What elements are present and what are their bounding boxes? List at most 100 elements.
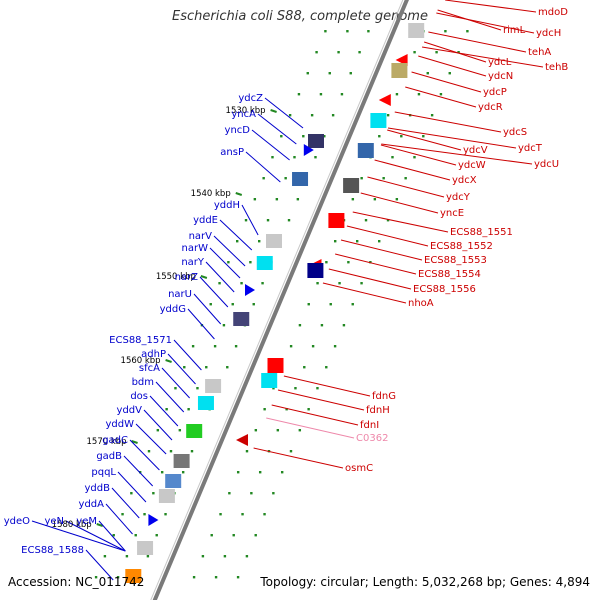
tick-dot bbox=[275, 198, 279, 201]
leader-line-forward bbox=[135, 423, 167, 455]
gene-label-forward: bdm bbox=[132, 377, 154, 388]
tick-dot bbox=[338, 282, 341, 285]
tick-dot bbox=[266, 219, 270, 222]
tick-dot bbox=[367, 30, 370, 33]
leader-line-forward bbox=[123, 455, 154, 487]
backbone-shadow bbox=[150, 0, 404, 600]
tick-dot bbox=[382, 177, 385, 180]
tick-dot bbox=[347, 261, 350, 264]
gene-label-reverse: yncE bbox=[440, 208, 464, 219]
tick-dot bbox=[413, 51, 416, 54]
tick-dot bbox=[413, 156, 416, 159]
gene-label-forward: narV bbox=[189, 231, 213, 242]
gene-label-reverse: ydcH bbox=[536, 28, 561, 39]
gene-arrow-forward bbox=[303, 144, 314, 156]
gene-block-reverse bbox=[391, 63, 408, 78]
tick-dot bbox=[213, 345, 217, 348]
gene-label-forward: yddW bbox=[105, 419, 134, 430]
tick-dot bbox=[331, 114, 335, 117]
tick-dot bbox=[288, 114, 292, 117]
tick-dot bbox=[422, 135, 425, 138]
leader-line-forward bbox=[193, 293, 222, 325]
tick-dot bbox=[294, 387, 297, 390]
tick-dot bbox=[232, 534, 235, 537]
tick-dot bbox=[346, 30, 349, 33]
tick-dot bbox=[244, 219, 248, 222]
gene-label-reverse: ydcV bbox=[463, 145, 488, 156]
gene-block-reverse bbox=[408, 23, 425, 38]
tick-dot bbox=[276, 429, 280, 432]
tick-dot bbox=[138, 471, 142, 474]
gene-label-forward: ansP bbox=[220, 147, 244, 158]
tick-dot bbox=[316, 282, 319, 285]
leader-line-forward bbox=[155, 381, 185, 413]
gene-label-forward: gadC bbox=[102, 435, 128, 446]
gene-label-forward: ECS88_1588 bbox=[21, 545, 84, 556]
scale-tick-mark bbox=[235, 192, 243, 196]
tick-dot bbox=[134, 534, 137, 537]
leader-line-reverse bbox=[436, 12, 535, 34]
tick-dot bbox=[187, 408, 190, 411]
leader-line-forward bbox=[161, 367, 191, 399]
leader-line-forward bbox=[205, 261, 235, 293]
tick-dot bbox=[324, 30, 327, 33]
tick-dot bbox=[147, 450, 151, 453]
gene-arrow-reverse bbox=[378, 94, 391, 106]
tick-dot bbox=[103, 555, 107, 558]
leader-line-reverse bbox=[424, 41, 487, 63]
tick-dot bbox=[333, 345, 337, 348]
tick-dot bbox=[155, 534, 158, 537]
gene-label-reverse: tehA bbox=[528, 47, 551, 58]
tick-dot bbox=[284, 177, 287, 180]
genome-title: Escherichia coli S88, complete genome bbox=[172, 9, 428, 24]
tick-dot bbox=[222, 324, 226, 327]
gene-label-reverse: ydcW bbox=[458, 160, 486, 171]
tick-dot bbox=[219, 513, 222, 516]
tick-dot bbox=[319, 93, 323, 96]
tick-dot bbox=[349, 72, 352, 75]
scale-tick-mark bbox=[165, 359, 172, 363]
gene-label-forward: gadB bbox=[96, 451, 122, 462]
tick-dot bbox=[351, 303, 354, 306]
tick-dot bbox=[272, 492, 275, 495]
gene-arrow-reverse bbox=[236, 434, 248, 446]
tick-dot bbox=[298, 429, 302, 432]
leader-line-forward bbox=[199, 276, 229, 308]
gene-label-reverse: fdnG bbox=[372, 391, 396, 402]
leader-line-reverse bbox=[381, 143, 533, 165]
tick-dot bbox=[342, 324, 346, 327]
leader-line-reverse bbox=[328, 268, 412, 290]
tick-dot bbox=[356, 240, 359, 243]
gene-block-reverse bbox=[328, 213, 345, 228]
tick-dot bbox=[234, 345, 238, 348]
tick-dot bbox=[386, 219, 390, 222]
tick-dot bbox=[160, 471, 164, 474]
tick-dot bbox=[201, 555, 205, 558]
leader-line-forward bbox=[251, 129, 290, 161]
tick-dot bbox=[245, 555, 249, 558]
tick-dot bbox=[236, 471, 240, 474]
tick-dot bbox=[165, 408, 168, 411]
tick-dot bbox=[254, 429, 258, 432]
tick-dot bbox=[249, 261, 252, 264]
gene-block-forward bbox=[158, 489, 175, 503]
tick-dot bbox=[94, 576, 98, 579]
leader-line-reverse bbox=[360, 192, 439, 214]
leader-line-reverse bbox=[387, 129, 462, 151]
tick-dot bbox=[378, 240, 381, 243]
leader-line-reverse bbox=[352, 211, 449, 233]
leader-line-forward bbox=[129, 439, 160, 471]
tick-dot bbox=[226, 366, 229, 369]
tick-dot bbox=[373, 198, 377, 201]
gene-block-reverse bbox=[261, 373, 278, 388]
tick-dot bbox=[302, 135, 305, 138]
tick-dot bbox=[227, 261, 230, 264]
tick-dot bbox=[258, 471, 262, 474]
gene-label-reverse: fdnI bbox=[360, 420, 379, 431]
tick-dot bbox=[439, 93, 443, 96]
tick-dot bbox=[214, 576, 218, 579]
gene-block-forward bbox=[233, 312, 250, 326]
gene-label-forward: narZ bbox=[175, 272, 199, 283]
tick-dot bbox=[307, 408, 310, 411]
